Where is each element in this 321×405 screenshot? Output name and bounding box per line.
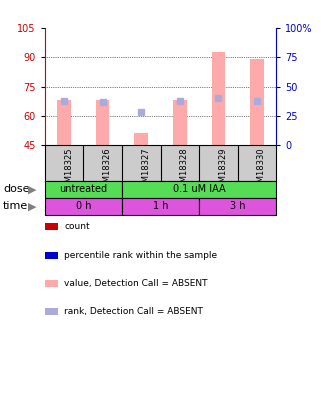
Bar (199, 198, 276, 215)
Text: untreated: untreated (59, 184, 108, 194)
Bar (250, 60, 264, 145)
Text: 0 h: 0 h (76, 201, 91, 211)
Text: GSM18328: GSM18328 (180, 148, 189, 193)
Text: dose: dose (3, 184, 30, 194)
Text: GSM18327: GSM18327 (141, 148, 150, 193)
Bar (45, 181, 122, 198)
Text: 0.1 uM IAA: 0.1 uM IAA (173, 184, 225, 194)
Bar (57, 100, 71, 145)
Bar (122, 198, 199, 215)
Bar (45, 198, 122, 215)
Bar (96, 100, 109, 145)
Text: GSM18329: GSM18329 (218, 148, 227, 193)
Text: rank, Detection Call = ABSENT: rank, Detection Call = ABSENT (64, 307, 203, 316)
Text: 1 h: 1 h (153, 201, 168, 211)
Text: ▶: ▶ (28, 184, 36, 194)
Bar (134, 133, 148, 145)
Bar (173, 100, 187, 145)
Text: value, Detection Call = ABSENT: value, Detection Call = ABSENT (64, 279, 208, 288)
Text: count: count (64, 222, 90, 231)
Text: GSM18330: GSM18330 (257, 148, 266, 193)
Bar (122, 181, 276, 198)
Text: 3 h: 3 h (230, 201, 245, 211)
Text: time: time (3, 201, 29, 211)
Text: GSM18326: GSM18326 (103, 148, 112, 193)
Text: percentile rank within the sample: percentile rank within the sample (64, 251, 217, 260)
Text: ▶: ▶ (28, 201, 36, 211)
Bar (212, 51, 225, 145)
Text: GSM18325: GSM18325 (64, 148, 73, 193)
